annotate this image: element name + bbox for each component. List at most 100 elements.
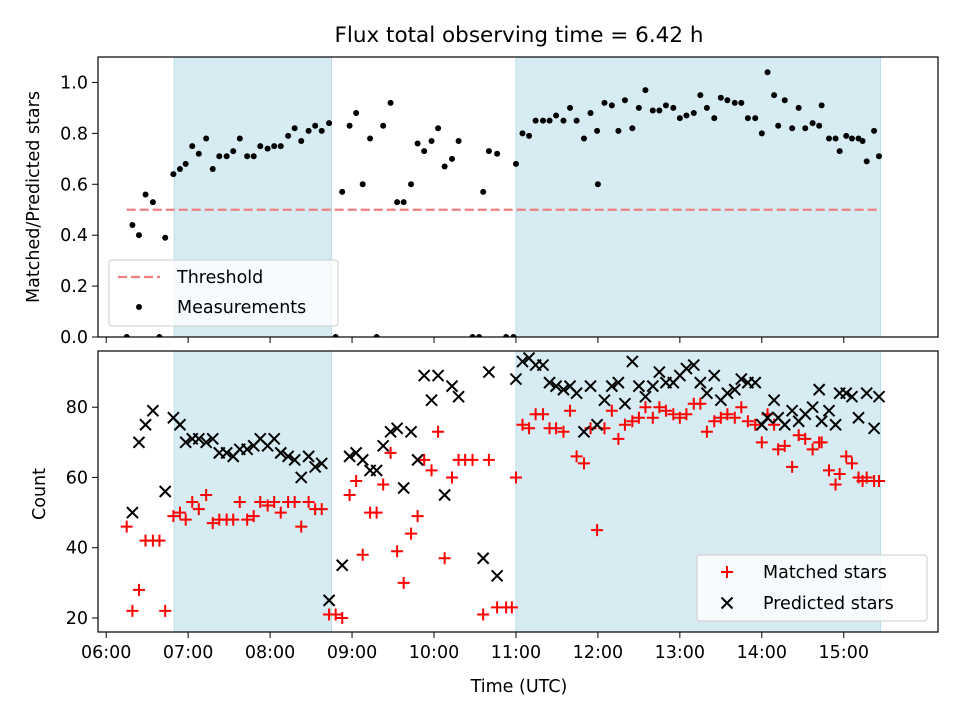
matched-star-point bbox=[153, 534, 166, 547]
predicted-star-point bbox=[778, 418, 791, 431]
measurement-point bbox=[594, 181, 601, 188]
measurement-point bbox=[863, 158, 870, 165]
measurement-point bbox=[195, 150, 202, 157]
measurement-point bbox=[123, 334, 130, 337]
matched-star-point bbox=[261, 499, 274, 512]
matched-star-point bbox=[288, 496, 301, 509]
measurement-point bbox=[182, 160, 189, 167]
predicted-star-point bbox=[570, 386, 583, 400]
measurement-point bbox=[170, 171, 177, 178]
matched-star-point bbox=[714, 411, 727, 424]
measurement-point bbox=[312, 122, 319, 129]
predicted-star-point bbox=[404, 425, 418, 438]
measurement-point bbox=[135, 232, 142, 239]
measurement-point bbox=[428, 138, 435, 144]
predicted-star-point bbox=[618, 397, 632, 410]
predicted-star-point bbox=[336, 559, 349, 572]
matched-star-point bbox=[418, 453, 431, 466]
measurement-point bbox=[373, 334, 380, 337]
matched-star-point bbox=[247, 510, 260, 523]
y-tick-label: 0.4 bbox=[60, 226, 88, 246]
predicted-star-point bbox=[179, 436, 192, 449]
matched-star-point bbox=[405, 527, 418, 540]
predicted-star-point bbox=[308, 460, 322, 474]
measurement-point bbox=[162, 234, 169, 241]
matched-star-point bbox=[872, 474, 885, 487]
predicted-star-point bbox=[220, 446, 233, 460]
measurement-point bbox=[176, 166, 183, 172]
measurement-point bbox=[380, 122, 387, 129]
measurement-point bbox=[394, 199, 401, 206]
matched-star-point bbox=[806, 443, 819, 456]
measurement-point bbox=[758, 130, 765, 137]
measurement-point bbox=[629, 125, 636, 132]
measurement-point bbox=[662, 102, 669, 109]
predicted-star-point bbox=[322, 594, 336, 607]
predicted-star-point bbox=[543, 376, 556, 389]
predicted-star-point bbox=[860, 386, 873, 400]
predicted-star-point bbox=[516, 355, 529, 368]
predicted-star-point bbox=[536, 358, 550, 372]
legend-predicted-label: Predicted stars bbox=[763, 594, 894, 614]
measurement-point bbox=[318, 127, 325, 134]
predicted-star-point bbox=[852, 411, 865, 424]
measurement-point bbox=[795, 104, 802, 111]
matched-star-point bbox=[721, 408, 734, 421]
matched-star-point bbox=[295, 520, 308, 533]
matched-star-point bbox=[132, 583, 145, 596]
measurement-point bbox=[236, 135, 243, 142]
plot-area bbox=[123, 69, 882, 337]
measurement-point bbox=[832, 135, 839, 142]
measurement-point bbox=[744, 115, 751, 122]
measurement-point bbox=[818, 102, 825, 109]
matched-star-point bbox=[735, 401, 748, 414]
legend-top: Threshold Measurements bbox=[108, 259, 339, 327]
matched-star-point bbox=[799, 432, 812, 445]
legend-predicted-swatch bbox=[720, 596, 734, 610]
matched-star-point bbox=[823, 464, 836, 477]
matched-star-point bbox=[343, 489, 356, 502]
legend-measurements-swatch bbox=[136, 304, 142, 310]
measurement-point bbox=[560, 117, 567, 124]
measurement-point bbox=[346, 122, 353, 129]
predicted-star-point bbox=[872, 390, 886, 403]
measurement-point bbox=[553, 112, 560, 119]
measurement-point bbox=[848, 135, 855, 142]
measurement-point bbox=[690, 110, 697, 116]
matched-star-point bbox=[466, 453, 479, 466]
measurement-point bbox=[298, 138, 305, 144]
predicted-star-point bbox=[206, 432, 219, 446]
measurement-point bbox=[816, 122, 823, 129]
measurement-point bbox=[594, 127, 601, 134]
matched-star-point bbox=[377, 478, 390, 491]
matched-star-point bbox=[845, 457, 858, 470]
predicted-star-point bbox=[728, 383, 741, 396]
matched-star-point bbox=[233, 496, 246, 509]
predicted-star-point bbox=[343, 450, 356, 463]
measurement-point bbox=[503, 334, 510, 337]
predicted-star-point bbox=[694, 376, 707, 389]
predicted-star-point bbox=[452, 390, 465, 403]
measurement-point bbox=[441, 163, 448, 170]
legend-threshold-label: Threshold bbox=[176, 268, 263, 288]
matched-star-point bbox=[505, 601, 518, 614]
measurement-point bbox=[449, 155, 456, 162]
predicted-star-point bbox=[356, 453, 369, 467]
measurement-point bbox=[826, 135, 833, 142]
matched-star-point bbox=[639, 401, 652, 414]
x-tick-label: 07:00 bbox=[163, 643, 213, 663]
predicted-star-point bbox=[509, 372, 523, 386]
predicted-star-point bbox=[761, 411, 774, 424]
matched-star-point bbox=[336, 611, 349, 624]
bottom-xlabel: Time (UTC) bbox=[470, 677, 568, 697]
predicted-star-point bbox=[370, 464, 383, 477]
measurement-point bbox=[670, 104, 677, 111]
predicted-star-point bbox=[815, 415, 828, 428]
measurement-point bbox=[859, 138, 866, 144]
measurement-point bbox=[731, 99, 738, 106]
matched-star-point bbox=[618, 418, 631, 431]
predicted-star-point bbox=[295, 471, 308, 484]
measurement-point bbox=[771, 92, 778, 99]
x-tick-label: 12:00 bbox=[573, 643, 623, 663]
